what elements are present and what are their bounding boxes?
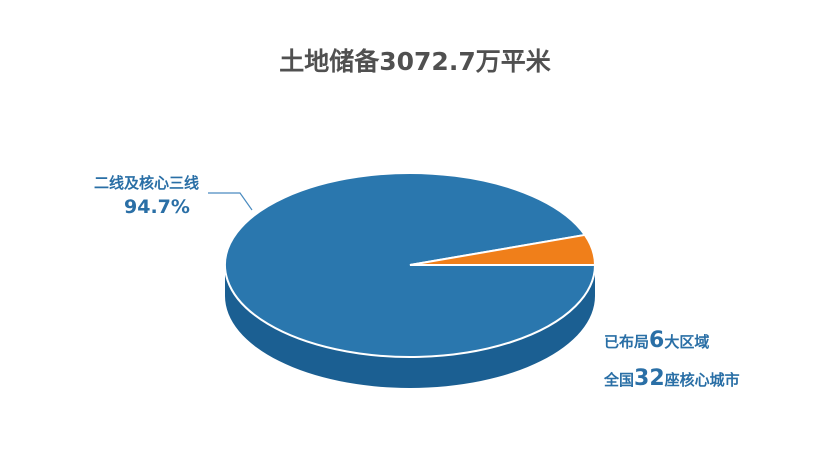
chart-title: 土地储备3072.7万平米 xyxy=(279,47,551,76)
slice-label-value: 94.7% xyxy=(124,196,190,218)
annotation-text: 大区域 xyxy=(664,333,710,351)
annotation-text: 全国 xyxy=(604,371,635,389)
pie-side-wall xyxy=(225,265,595,388)
annotation-text: 已布局 xyxy=(604,333,650,351)
annotation-number: 6 xyxy=(649,328,665,353)
pie-slice-1 xyxy=(409,233,597,266)
annotation-cities: 全国32座核心城市 xyxy=(604,366,740,391)
annotation-number: 32 xyxy=(634,366,665,391)
annotation-regions: 已布局6大区域 xyxy=(604,328,709,353)
slice-label-name: 二线及核心三线 xyxy=(94,174,200,192)
leader-line xyxy=(208,192,253,211)
annotation-text: 座核心城市 xyxy=(664,371,740,389)
